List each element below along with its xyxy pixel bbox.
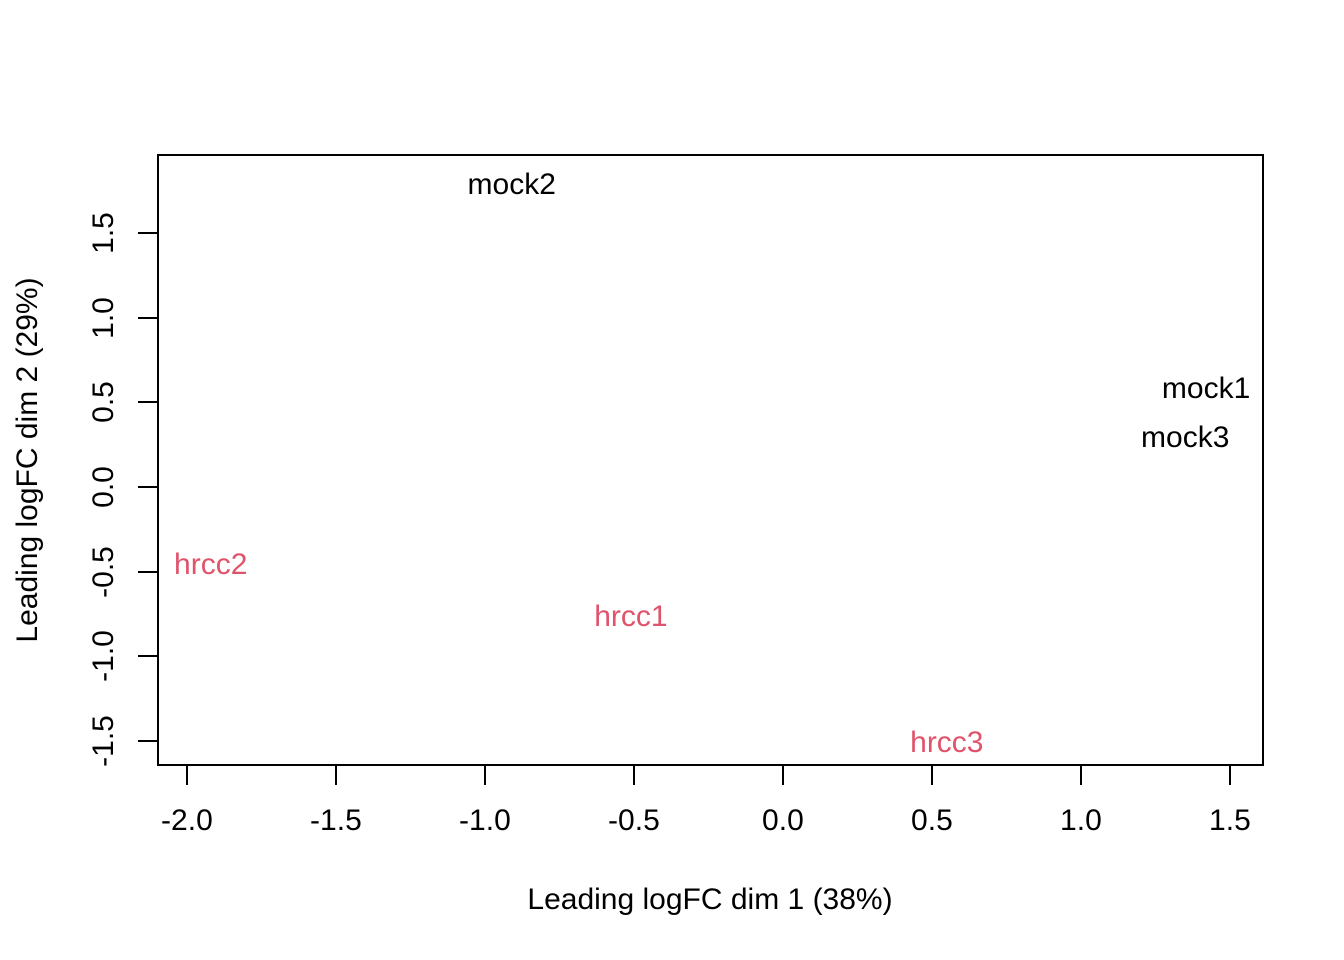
x-tick-mark <box>483 765 486 785</box>
y-tick-mark <box>138 570 158 573</box>
x-axis-title: Leading logFC dim 1 (38%) <box>527 883 893 916</box>
y-tick-label: -1.5 <box>87 715 120 767</box>
sample-label-mock2: mock2 <box>467 168 556 202</box>
sample-label-hrcc1: hrcc1 <box>594 600 668 634</box>
y-tick-mark <box>138 316 158 319</box>
sample-label-mock1: mock1 <box>1161 371 1251 405</box>
x-tick-label: 0.0 <box>762 804 804 837</box>
y-tick-label: 0.0 <box>87 466 120 508</box>
y-tick-mark <box>138 655 158 658</box>
sample-label-hrcc3: hrcc3 <box>910 725 984 759</box>
y-axis-title: Leading logFC dim 2 (29%) <box>11 277 44 643</box>
plot-area-border <box>157 154 1264 766</box>
y-tick-label: -0.5 <box>87 545 120 598</box>
x-tick-label: -1.0 <box>459 804 511 837</box>
y-tick-label: 0.5 <box>87 381 120 424</box>
x-tick-mark <box>334 765 337 785</box>
y-tick-mark <box>138 401 158 404</box>
x-tick-label: 0.5 <box>911 804 953 837</box>
x-tick-mark <box>1079 765 1082 785</box>
y-tick-label: 1.0 <box>87 296 120 339</box>
y-tick-label: -1.0 <box>87 630 120 683</box>
y-tick-mark <box>138 740 158 743</box>
x-tick-mark <box>632 765 635 785</box>
x-tick-mark <box>781 765 784 785</box>
x-tick-label: 1.0 <box>1060 804 1102 837</box>
x-tick-label: -2.0 <box>161 804 213 837</box>
sample-label-mock3: mock3 <box>1141 420 1230 454</box>
x-tick-label: -1.5 <box>310 804 362 837</box>
y-tick-mark <box>138 486 158 489</box>
x-tick-label: -0.5 <box>608 804 660 837</box>
y-tick-mark <box>138 231 158 234</box>
y-tick-label: 1.5 <box>87 212 120 254</box>
x-tick-label: 1.5 <box>1209 804 1251 837</box>
sample-label-hrcc2: hrcc2 <box>174 547 248 581</box>
x-tick-mark <box>185 765 188 785</box>
x-tick-mark <box>1228 765 1231 785</box>
x-tick-mark <box>930 765 933 785</box>
